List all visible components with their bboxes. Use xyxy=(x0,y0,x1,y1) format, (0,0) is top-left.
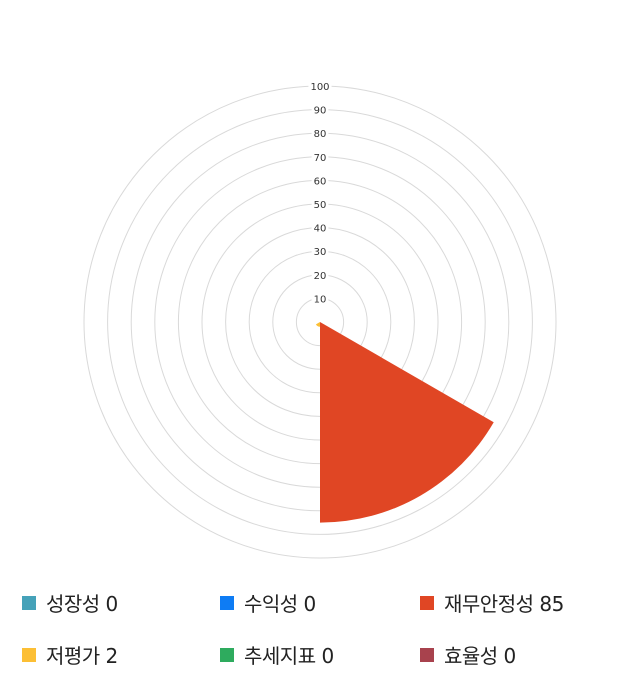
legend-item-growth[interactable]: 성장성 0 xyxy=(22,588,118,617)
legend-label: 추세지표 0 xyxy=(244,644,334,668)
tick-label: 80 xyxy=(314,129,327,140)
slice-2[interactable] xyxy=(320,322,494,523)
legend-swatch xyxy=(220,595,234,610)
legend-item-undervaluation[interactable]: 저평가 2 xyxy=(22,640,118,669)
polar-chart: 10 20 30 40 50 60 70 80 90 100 xyxy=(83,80,557,559)
tick-label-bg xyxy=(311,221,329,234)
legend-label: 성장성 0 xyxy=(46,592,118,616)
tick-label: 20 xyxy=(314,271,327,282)
tick-label-bg xyxy=(311,268,329,281)
tick-label: 90 xyxy=(314,106,327,117)
tick-label: 60 xyxy=(314,176,327,187)
legend-swatch xyxy=(22,595,36,610)
tick-label: 70 xyxy=(314,153,327,164)
legend-label: 저평가 2 xyxy=(46,644,118,668)
tick-label-bg xyxy=(311,103,329,116)
tick-label: 30 xyxy=(314,247,327,258)
legend-label: 수익성 0 xyxy=(244,592,316,616)
legend-swatch xyxy=(420,595,434,610)
tick-label-bg xyxy=(311,245,329,258)
tick-label-bg xyxy=(311,127,329,140)
radial-tick-labels: 10 20 30 40 50 60 70 80 90 100 xyxy=(308,80,332,305)
legend-label: 재무안정성 85 xyxy=(444,592,564,616)
tick-label-bg xyxy=(311,198,329,210)
legend-swatch xyxy=(220,647,234,662)
legend-label: 효율성 0 xyxy=(444,644,516,668)
tick-label-bg xyxy=(311,292,329,305)
legend-item-profitability[interactable]: 수익성 0 xyxy=(220,588,316,617)
legend-swatch xyxy=(22,647,36,662)
tick-label: 40 xyxy=(314,224,327,235)
legend-item-financial-stability[interactable]: 재무안정성 85 xyxy=(420,588,564,617)
tick-label: 50 xyxy=(314,200,327,211)
tick-label: 10 xyxy=(314,294,327,305)
tick-label-bg xyxy=(311,174,329,187)
legend-swatch xyxy=(420,647,434,662)
chart-slices xyxy=(315,322,494,523)
slice-3[interactable] xyxy=(315,322,320,327)
legend-item-trend-indicator[interactable]: 추세지표 0 xyxy=(220,640,334,669)
tick-label-bg xyxy=(311,150,329,163)
tick-label-bg xyxy=(308,80,332,92)
tick-label: 100 xyxy=(310,82,329,93)
legend-item-efficiency[interactable]: 효율성 0 xyxy=(420,640,516,669)
